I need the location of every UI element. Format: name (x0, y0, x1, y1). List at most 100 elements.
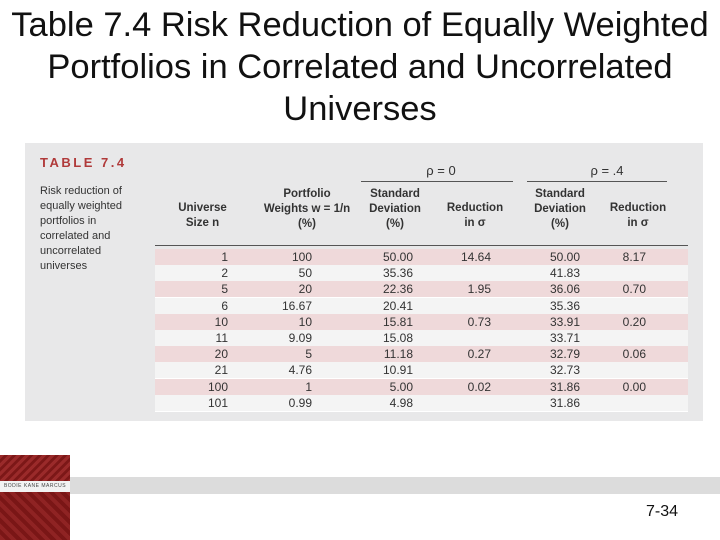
col-header-line: in σ (464, 217, 486, 229)
logo-text: BODIE KANE MARCUS (3, 483, 67, 489)
col-header-std-dev-0: Standard Deviation (%) (358, 187, 432, 232)
table-cell: 1.95 (467, 282, 491, 297)
table-cell: 4.76 (288, 363, 312, 378)
logo-strip (0, 481, 70, 492)
table-cell: 6 (221, 298, 228, 313)
table-cell: 31.86 (549, 395, 580, 410)
table-cell: 0.02 (467, 379, 491, 394)
table-row: 10 10 15.81 0.73 33.91 0.20 (155, 313, 688, 331)
table-cell: 22.36 (382, 282, 413, 297)
table-cell: 11 (215, 331, 228, 345)
table-cell: 50 (298, 266, 312, 281)
slide-title: Table 7.4 Risk Reduction of Equally Weig… (11, 6, 709, 128)
table-cell: 31.86 (549, 379, 580, 394)
col-header-line: Deviation (369, 203, 421, 215)
table-cell: 5 (305, 347, 312, 362)
caption-line: portfolios in (40, 215, 97, 227)
table-cell: 0.99 (288, 395, 312, 410)
table-row: 101 0.99 4.98 31.86 (155, 394, 688, 412)
table-cell: 20 (298, 282, 312, 297)
col-header-line: Portfolio (283, 188, 331, 200)
group-rule (361, 181, 513, 182)
table-row: 1 100 50.00 14.64 50.00 8.17 (155, 249, 688, 266)
table-cell: 100 (207, 379, 228, 394)
table-cell: 21 (214, 363, 228, 378)
col-header-line: Reduction (446, 202, 504, 214)
table-row: 2 50 35.36 41.83 (155, 265, 688, 283)
table-cell: 20 (214, 347, 228, 362)
table-label: TABLE 7.4 (40, 155, 127, 170)
table-cell: 1 (221, 250, 228, 264)
table-row: 100 1 5.00 0.02 31.86 0.00 (155, 378, 688, 396)
group-header-rho-04: ρ = .4 (590, 163, 624, 178)
table-cell: 0.27 (467, 347, 491, 362)
table-cell: 0.00 (622, 379, 646, 394)
table-cell: 50.00 (382, 250, 413, 264)
table-cell: 36.06 (549, 282, 580, 297)
col-header-line: Standard (535, 188, 585, 200)
header-rule (155, 245, 688, 246)
table-cell: 100 (291, 250, 312, 264)
table-panel: TABLE 7.4 Risk reduction of equally weig… (25, 143, 703, 421)
table-row: 11 9.09 15.08 33.71 (155, 330, 688, 347)
table-cell: 14.64 (460, 250, 491, 264)
table-row: 20 5 11.18 0.27 32.79 0.06 (155, 346, 688, 364)
table-cell: 41.83 (549, 266, 580, 281)
logo-texture (0, 455, 70, 481)
logo-texture (0, 492, 70, 540)
col-header-line: Weights w = 1/n (263, 203, 351, 215)
table-cell: 8.17 (622, 250, 646, 264)
table-cell: 10 (298, 314, 312, 329)
table-cell: 10 (214, 314, 228, 329)
caption-line: Risk reduction of (40, 185, 122, 197)
publisher-logo: BODIE KANE MARCUS (0, 455, 70, 540)
group-rule (527, 181, 667, 182)
col-header-line: (%) (551, 218, 569, 230)
table-cell: 9.09 (288, 331, 312, 345)
table-cell: 10.91 (382, 363, 413, 378)
col-header-reduction-04: Reduction in σ (601, 201, 675, 231)
col-header-portfolio-weights: Portfolio Weights w = 1/n (%) (247, 187, 367, 232)
table-caption: Risk reduction of equally weighted portf… (40, 184, 158, 274)
table-cell: 4.98 (389, 395, 413, 410)
table-cell: 16.67 (281, 298, 312, 313)
col-header-line: (%) (298, 218, 316, 230)
risk-reduction-table: ρ = 0 ρ = .4 Universe Size n Portfolio W… (155, 153, 688, 412)
col-header-line: in σ (627, 217, 649, 229)
caption-line: uncorrelated (40, 245, 102, 257)
col-header-line: (%) (386, 218, 404, 230)
table-cell: 0.20 (622, 314, 646, 329)
table-cell: 0.70 (622, 282, 646, 297)
table-cell: 32.73 (549, 363, 580, 378)
page-number: 7-34 (646, 503, 679, 520)
table-cell: 11.18 (383, 347, 413, 362)
caption-line: correlated and (40, 230, 111, 242)
table-row: 6 16.67 20.41 35.36 (155, 297, 688, 315)
table-cell: 33.91 (549, 314, 580, 329)
col-header-universe-size: Universe Size n (155, 201, 250, 231)
table-cell: 15.08 (382, 331, 413, 345)
table-cell: 50.00 (549, 250, 580, 264)
caption-line: equally weighted (40, 200, 122, 212)
footer-bar (70, 477, 720, 494)
table-cell: 32.79 (549, 347, 580, 362)
table-cell: 1 (305, 379, 312, 394)
table-cell: 33.71 (549, 331, 580, 345)
table-cell: 0.06 (622, 347, 646, 362)
table-cell: 35.36 (549, 298, 580, 313)
table-cell: 5 (221, 282, 228, 297)
col-header-line: Reduction (609, 202, 667, 214)
group-header-rho-0: ρ = 0 (426, 163, 456, 178)
col-header-line: Size n (185, 217, 220, 229)
table-row: 21 4.76 10.91 32.73 (155, 362, 688, 380)
col-header-line: Universe (178, 202, 227, 214)
table-cell: 35.36 (382, 266, 413, 281)
table-cell: 0.73 (467, 314, 491, 329)
col-header-line: Standard (370, 188, 420, 200)
table-cell: 15.81 (382, 314, 413, 329)
table-cell: 101 (207, 395, 228, 410)
table-row: 5 20 22.36 1.95 36.06 0.70 (155, 281, 688, 299)
table-cell: 2 (221, 266, 228, 281)
table-cell: 5.00 (389, 379, 413, 394)
table-cell: 20.41 (382, 298, 413, 313)
